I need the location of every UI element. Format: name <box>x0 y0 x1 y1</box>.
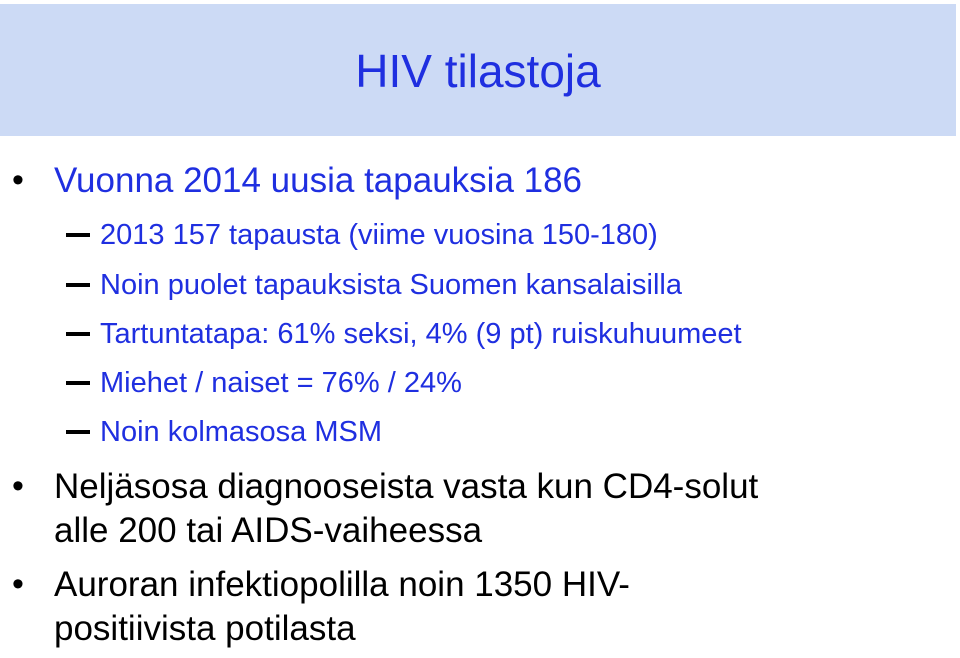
bullet-dot-icon: • <box>12 161 24 199</box>
slide-title: HIV tilastoja <box>355 45 601 97</box>
dash-icon <box>66 233 90 237</box>
bullet-text: alle 200 tai AIDS-vaiheessa <box>54 511 483 550</box>
sub-bullet-text: Noin kolmasosa MSM <box>100 416 383 448</box>
bullet-text: Auroran infektiopolilla noin 1350 HIV- <box>54 565 630 604</box>
bullet-dot-icon: • <box>12 565 24 603</box>
bullet-dot-icon: • <box>12 467 24 505</box>
bullet-text: positiivista potilasta <box>54 609 356 648</box>
sub-bullet-text: Miehet / naiset = 76% / 24% <box>100 367 462 399</box>
dash-icon <box>66 283 90 287</box>
dash-icon <box>66 430 90 434</box>
bullet-text: Neljäsosa diagnooseista vasta kun CD4-so… <box>54 467 759 506</box>
bullet-text: Vuonna 2014 uusia tapauksia 186 <box>54 161 583 200</box>
title-band <box>0 4 956 136</box>
sub-bullet-text: Noin puolet tapauksista Suomen kansalais… <box>100 269 682 301</box>
sub-bullet-text: 2013 157 tapausta (viime vuosina 150-180… <box>100 219 658 251</box>
dash-icon <box>66 381 90 385</box>
dash-icon <box>66 332 90 336</box>
sub-bullet-text: Tartuntatapa: 61% seksi, 4% (9 pt) ruisk… <box>100 318 742 350</box>
